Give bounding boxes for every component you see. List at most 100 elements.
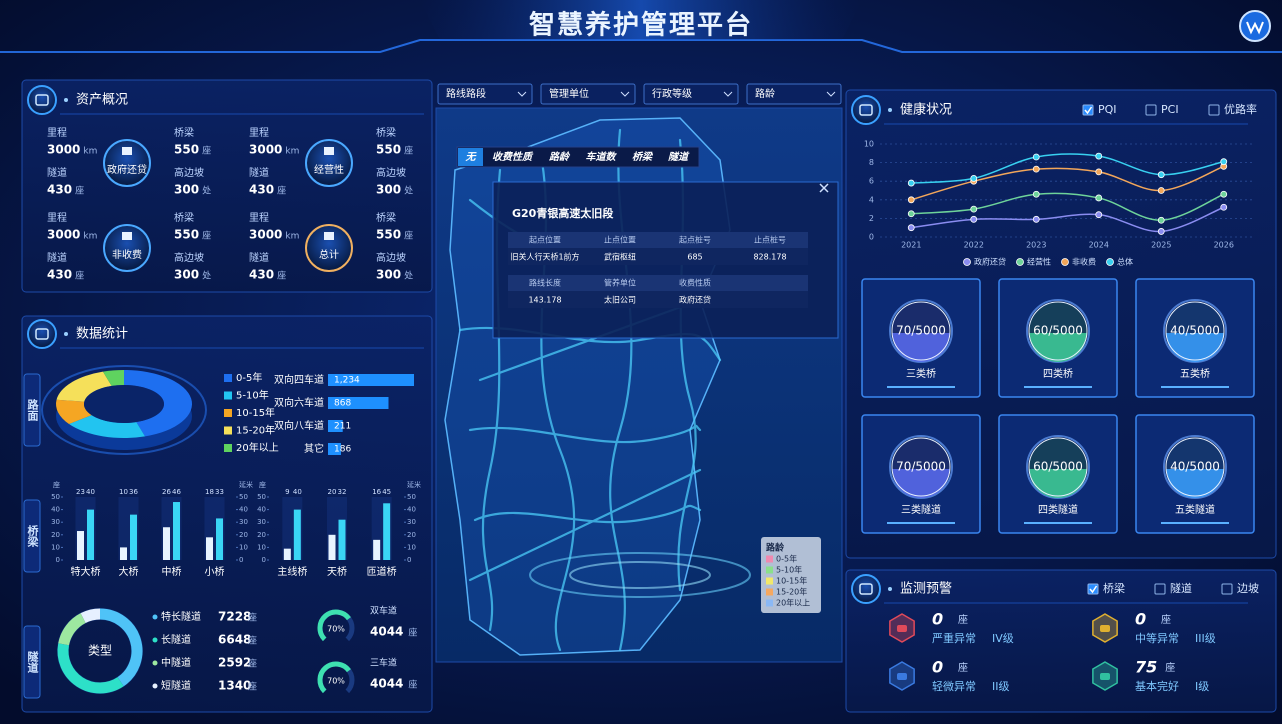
health-card-core bbox=[891, 301, 951, 361]
section-title: 数据统计 bbox=[76, 327, 128, 342]
asset-item-name: 桥梁 bbox=[174, 126, 194, 139]
filter-chevron[interactable] bbox=[517, 91, 527, 97]
stats-tab[interactable] bbox=[23, 499, 41, 573]
filter-label[interactable]: 行政等级 bbox=[652, 87, 692, 100]
stats-tab-label[interactable]: 路面 bbox=[26, 398, 39, 422]
checkbox[interactable] bbox=[1221, 583, 1233, 595]
checkbox-label[interactable]: PCI bbox=[1161, 103, 1179, 116]
line-point bbox=[1220, 158, 1228, 166]
filter-chevron[interactable] bbox=[620, 91, 630, 97]
x-tick-label: 主线桥 bbox=[277, 565, 307, 578]
map-legend-label: 0-5年 bbox=[776, 554, 797, 564]
legend-dot bbox=[1106, 258, 1114, 266]
bar-value-label: 45 bbox=[382, 488, 391, 496]
map-tab[interactable]: 无 bbox=[465, 152, 478, 163]
corner-icon-glyph[interactable] bbox=[1246, 21, 1264, 35]
monitor-icon-glyph bbox=[897, 625, 907, 632]
bar-value-label: 23 bbox=[76, 488, 85, 496]
checkbox[interactable] bbox=[1145, 104, 1157, 116]
legend-label: 总体 bbox=[1117, 257, 1133, 267]
filter-label[interactable]: 路线路段 bbox=[446, 87, 486, 100]
filter-select[interactable] bbox=[746, 83, 842, 105]
health-card-value: 70/5000 bbox=[896, 324, 946, 338]
map-legend-swatch bbox=[766, 555, 773, 563]
asset-item-unit: 处 bbox=[202, 185, 211, 197]
filter-select[interactable] bbox=[540, 83, 636, 105]
map-tabbar bbox=[456, 146, 700, 168]
asset-item-value: 550 bbox=[376, 143, 401, 157]
monitor-unit: 座 bbox=[958, 661, 968, 674]
popup-table-cell: 685 bbox=[687, 253, 702, 262]
checkbox-label[interactable]: PQI bbox=[1098, 103, 1117, 116]
health-card-core bbox=[1028, 301, 1088, 361]
line-point bbox=[907, 224, 915, 232]
stats-tab-label[interactable]: 隧道 bbox=[26, 650, 39, 674]
filter-label[interactable]: 路龄 bbox=[755, 87, 775, 100]
road bbox=[468, 468, 702, 582]
map-tab[interactable]: 桥梁 bbox=[632, 151, 653, 163]
checkbox-label[interactable]: 桥梁 bbox=[1103, 581, 1125, 595]
bar-category: 其它 bbox=[304, 442, 324, 455]
checkbox-check[interactable] bbox=[1084, 106, 1093, 115]
filter-chevron[interactable] bbox=[723, 91, 733, 97]
checkbox-label[interactable]: 优路率 bbox=[1224, 102, 1257, 116]
asset-item-name: 隧道 bbox=[47, 166, 67, 179]
map-tab[interactable]: 隧道 bbox=[668, 151, 690, 163]
asset-item-name: 高边坡 bbox=[174, 251, 204, 264]
stats-tab[interactable] bbox=[23, 625, 41, 699]
section-title: 资产概况 bbox=[76, 93, 128, 108]
bar-value-label: 1,234 bbox=[334, 376, 360, 386]
line-point bbox=[1157, 171, 1165, 179]
y-tick-label: 6 bbox=[869, 177, 874, 186]
donut-glow bbox=[41, 365, 207, 455]
checkbox-label[interactable]: 隧道 bbox=[1170, 581, 1192, 595]
popup-table-cell: 旧关人行天桥1前方 bbox=[510, 252, 579, 262]
line-point bbox=[1032, 215, 1040, 223]
legend-dot bbox=[152, 660, 158, 666]
y2-tick-label: 40 bbox=[239, 506, 248, 514]
asset-item-name: 里程 bbox=[249, 127, 269, 139]
asset-item-name: 桥梁 bbox=[174, 211, 194, 224]
popup-table-row bbox=[508, 291, 808, 308]
stats-tab[interactable] bbox=[23, 373, 41, 447]
corner-icon[interactable] bbox=[1239, 10, 1271, 42]
legend-dot bbox=[1061, 258, 1069, 266]
asset-item-name: 里程 bbox=[249, 212, 269, 224]
popup-close[interactable] bbox=[819, 183, 829, 193]
filter-select[interactable] bbox=[437, 83, 533, 105]
checkbox[interactable] bbox=[1208, 104, 1220, 116]
map-ring bbox=[529, 552, 751, 598]
x-tick-label: 天桥 bbox=[327, 566, 347, 578]
y2-tick-label: 10 bbox=[407, 543, 416, 551]
map-tab[interactable]: 路龄 bbox=[549, 151, 571, 163]
legend-label: 长隧道 bbox=[161, 633, 191, 646]
legend-label: 20年以上 bbox=[236, 441, 279, 454]
line-point bbox=[1095, 194, 1103, 202]
x-tick-label: 中桥 bbox=[162, 565, 182, 578]
asset-item-unit: 座 bbox=[404, 145, 413, 157]
asset-item-name: 高边坡 bbox=[376, 251, 406, 264]
filter-label[interactable]: 管理单位 bbox=[549, 87, 589, 100]
asset-item-name: 里程 bbox=[47, 212, 67, 224]
legend-dot bbox=[152, 614, 158, 620]
stats-tab-label[interactable]: 桥梁 bbox=[26, 524, 40, 548]
filter-select[interactable] bbox=[643, 83, 739, 105]
filter-chevron[interactable] bbox=[826, 91, 836, 97]
checkbox-label[interactable]: 边坡 bbox=[1237, 582, 1259, 595]
health-card-value: 60/5000 bbox=[1033, 460, 1083, 474]
map-tab[interactable]: 收费性质 bbox=[492, 151, 534, 163]
line-point bbox=[970, 175, 978, 182]
gauge-label: 70% bbox=[327, 677, 345, 686]
bar-category: 双向四车道 bbox=[274, 373, 324, 386]
map-tab[interactable]: 车道数 bbox=[586, 151, 618, 163]
monitor-label: 中等异常 bbox=[1135, 631, 1179, 645]
donut-segment bbox=[80, 608, 101, 624]
map-tab-active[interactable] bbox=[458, 148, 483, 166]
donut-slice bbox=[68, 415, 146, 438]
popup-table-header: 路线长度 bbox=[529, 278, 561, 288]
checkbox[interactable] bbox=[1154, 583, 1166, 595]
card-label: 非收费 bbox=[112, 248, 142, 261]
x-tick-label: 匝道桥 bbox=[367, 565, 397, 578]
checkbox-check[interactable] bbox=[1089, 585, 1098, 594]
